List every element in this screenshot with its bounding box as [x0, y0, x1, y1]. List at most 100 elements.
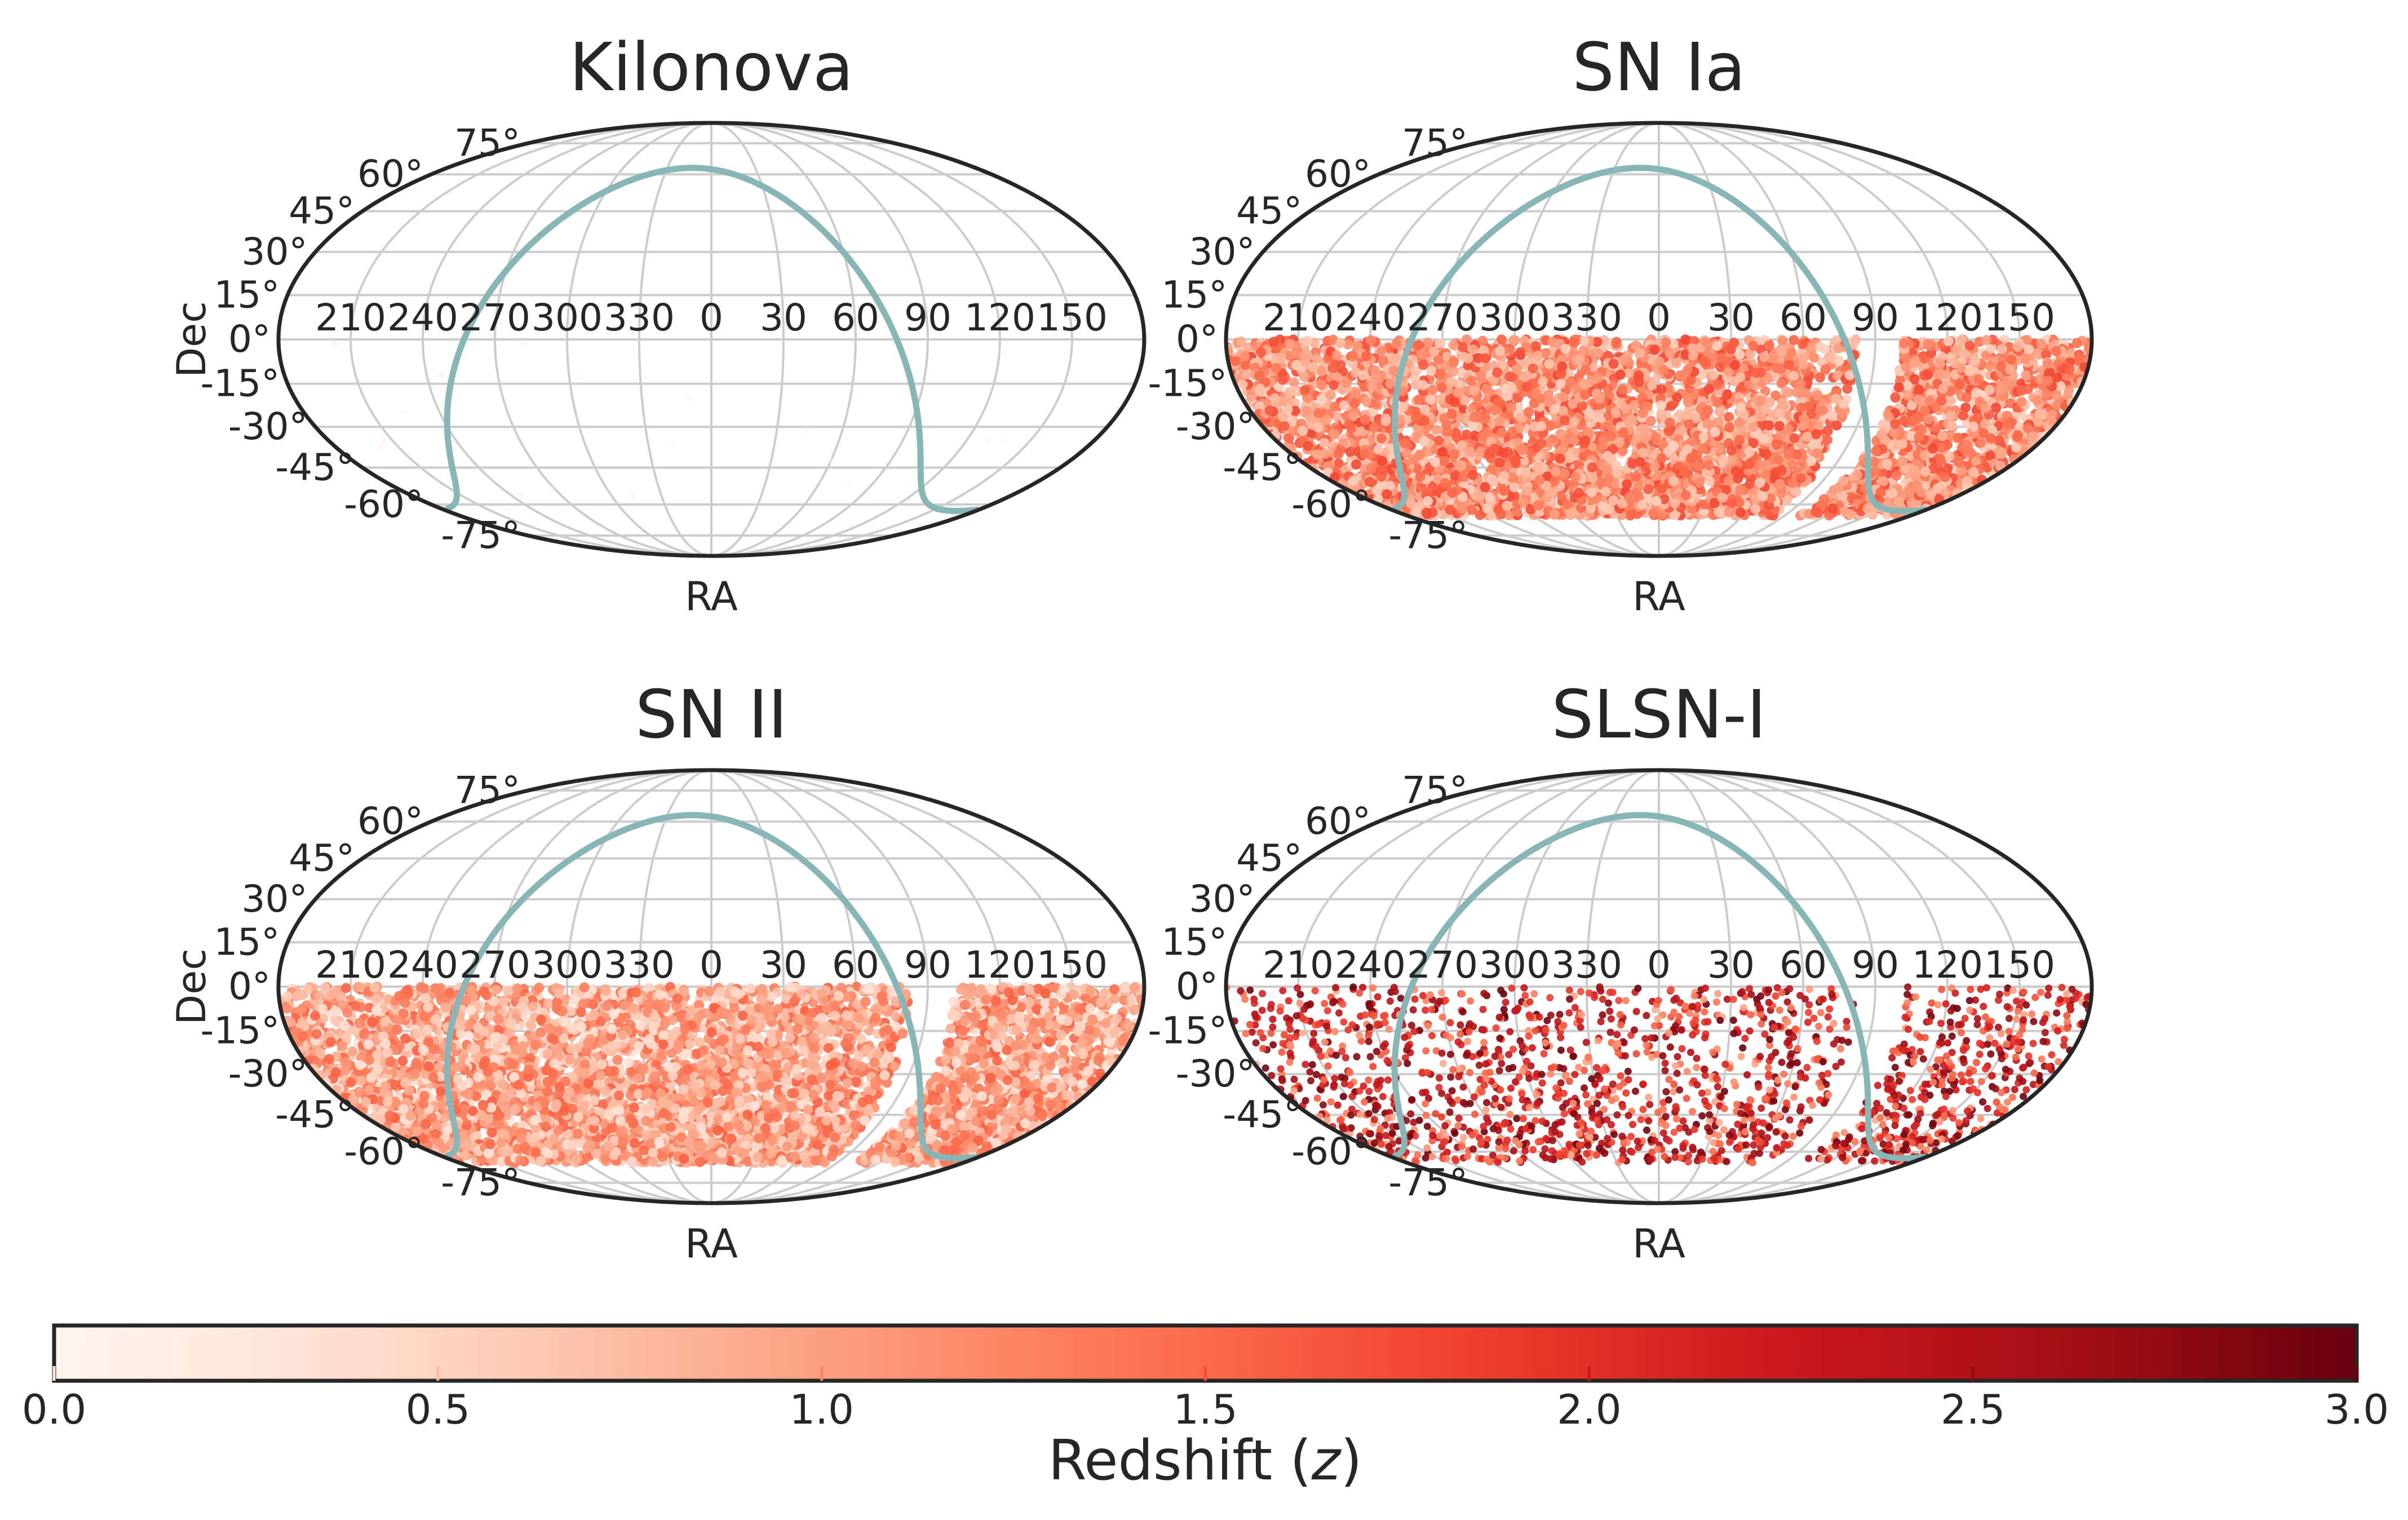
data-point	[1425, 394, 1436, 405]
data-point	[1712, 341, 1723, 351]
data-point	[1544, 359, 1555, 369]
graticule	[278, 123, 1144, 556]
grid-meridian	[1658, 123, 1877, 556]
data-point	[1614, 437, 1625, 448]
data-point	[1378, 355, 1388, 366]
data-point	[1902, 381, 1913, 391]
ra-tick-label: 120	[964, 296, 1035, 339]
data-point	[1646, 380, 1657, 391]
data-point	[1919, 353, 1930, 364]
data-point	[1316, 394, 1327, 405]
data-point	[2020, 354, 2031, 364]
data-point	[2032, 395, 2042, 405]
dec-tick-label: 15°	[214, 273, 280, 316]
data-point	[1555, 453, 1565, 464]
data-point	[1414, 394, 1424, 405]
data-point	[1466, 375, 1477, 386]
data-point	[1427, 385, 1438, 395]
data-point	[1969, 356, 1980, 366]
data-point	[1325, 390, 1336, 400]
dec-tick-label: -45°	[275, 445, 355, 489]
data-point	[1440, 478, 1450, 488]
data-point	[1431, 425, 1442, 435]
panel-1: 1501209060300330300270240210-75°-60°-45°…	[1148, 28, 2094, 620]
data-point	[1734, 349, 1745, 360]
data-point	[1497, 427, 1507, 438]
data-point	[1593, 348, 1604, 359]
data-point	[1777, 345, 1787, 356]
data-point	[1818, 405, 1829, 416]
data-point	[1890, 392, 1901, 403]
data-point	[1449, 397, 1460, 408]
data-point	[1670, 498, 1680, 509]
data-point	[1271, 363, 1281, 373]
data-point	[1351, 459, 1361, 470]
data-point	[1320, 448, 1330, 459]
data-point	[1302, 405, 1312, 416]
data-point	[437, 372, 444, 379]
data-point	[1745, 479, 1755, 489]
data-point	[1813, 420, 1824, 431]
data-point	[1672, 392, 1682, 403]
data-point	[1878, 476, 1889, 487]
data-point	[1366, 463, 1376, 474]
data-point	[2051, 390, 2062, 401]
data-point	[1680, 334, 1690, 345]
data-point	[1774, 408, 1785, 419]
data-point	[1601, 486, 1612, 497]
data-point	[1556, 445, 1566, 455]
data-point	[1321, 415, 1332, 425]
grid-meridian	[711, 123, 1074, 556]
grid-meridian	[711, 123, 785, 556]
data-point	[1516, 413, 1527, 423]
data-point	[1656, 400, 1666, 411]
data-point	[1822, 435, 1832, 445]
data-point	[1481, 383, 1491, 394]
data-point	[1419, 415, 1430, 426]
data-point	[1651, 432, 1662, 443]
data-point	[667, 440, 674, 448]
data-point	[984, 437, 991, 444]
data-point	[2012, 342, 2023, 352]
data-point	[1482, 427, 1493, 438]
data-point	[1891, 470, 1902, 481]
data-point	[1704, 476, 1715, 487]
data-point	[1559, 469, 1570, 479]
data-point	[1329, 428, 1339, 439]
data-point	[1533, 462, 1544, 473]
data-point	[1651, 496, 1662, 506]
data-point	[1499, 485, 1510, 496]
data-point	[1426, 365, 1437, 376]
data-point	[2052, 372, 2062, 383]
ra-tick-label: 330	[604, 296, 675, 339]
data-point	[1710, 427, 1720, 438]
data-point	[2035, 408, 2046, 419]
data-point	[331, 339, 338, 347]
data-point	[1839, 506, 1850, 517]
data-point	[1914, 385, 1924, 395]
data-point	[1327, 363, 1338, 373]
galactic-plane	[444, 165, 980, 514]
data-point	[1289, 377, 1299, 388]
data-point	[1610, 408, 1621, 418]
data-point	[2064, 364, 2075, 375]
data-point	[1608, 359, 1619, 369]
data-point	[1665, 417, 1675, 428]
data-point	[1620, 403, 1631, 414]
dec-tick-label: 0°	[228, 317, 271, 361]
data-point	[1946, 410, 1957, 421]
data-point	[1331, 350, 1342, 361]
data-point	[1823, 352, 1834, 363]
data-point	[1815, 372, 1825, 383]
data-point	[2055, 381, 2066, 392]
data-point	[1495, 509, 1506, 519]
data-point	[1681, 490, 1691, 501]
data-point	[1663, 426, 1674, 436]
dec-tick-label: -60°	[344, 483, 423, 526]
data-point	[1503, 391, 1513, 401]
data-point	[1433, 435, 1444, 446]
data-point	[1774, 479, 1785, 489]
data-point	[1530, 341, 1541, 351]
data-point	[1665, 348, 1675, 359]
data-point	[1799, 414, 1809, 425]
